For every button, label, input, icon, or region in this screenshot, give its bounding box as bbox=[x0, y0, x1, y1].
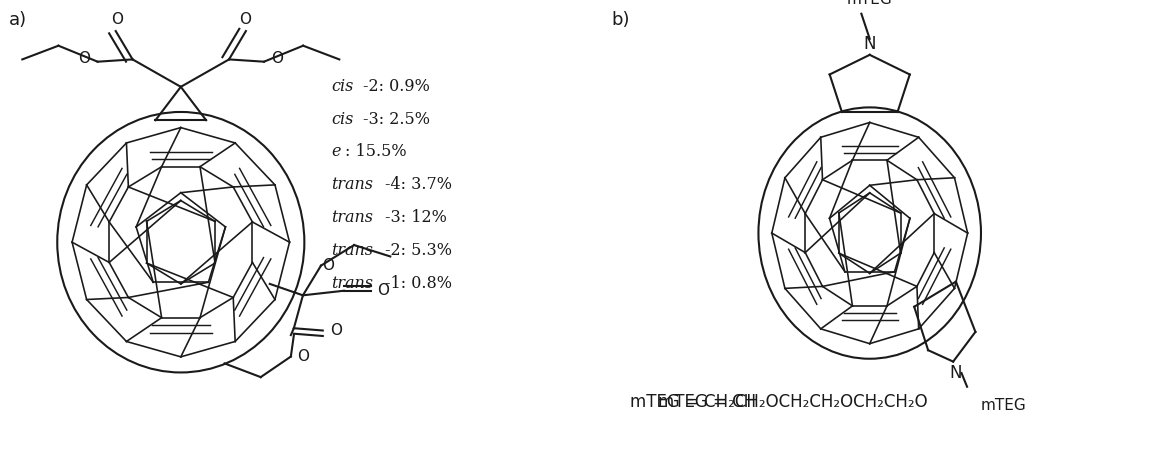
Text: mTEG = CH₂CH₂OCH₂CH₂OCH₂CH₂O: mTEG = CH₂CH₂OCH₂CH₂OCH₂CH₂O bbox=[630, 393, 928, 411]
Text: N: N bbox=[863, 35, 876, 53]
Text: O: O bbox=[322, 258, 334, 273]
Text: -1: 0.8%: -1: 0.8% bbox=[385, 275, 452, 292]
Text: O: O bbox=[297, 349, 309, 364]
Text: -2: 0.9%: -2: 0.9% bbox=[363, 78, 430, 95]
Text: -4: 3.7%: -4: 3.7% bbox=[385, 176, 452, 193]
Text: O: O bbox=[111, 12, 123, 27]
Text: cis: cis bbox=[331, 78, 353, 95]
Text: : 15.5%: : 15.5% bbox=[344, 143, 407, 160]
Text: trans: trans bbox=[331, 176, 373, 193]
Text: trans: trans bbox=[331, 209, 373, 226]
Text: trans: trans bbox=[331, 242, 373, 259]
Text: -3: 12%: -3: 12% bbox=[385, 209, 446, 226]
Text: mTEG: mTEG bbox=[847, 0, 892, 7]
Text: O: O bbox=[79, 51, 90, 65]
Text: O: O bbox=[377, 283, 389, 298]
Text: cis: cis bbox=[331, 111, 353, 128]
Text: -3: 2.5%: -3: 2.5% bbox=[363, 111, 430, 128]
Text: O: O bbox=[330, 323, 342, 338]
Text: O: O bbox=[271, 51, 283, 65]
Text: mTEG = CH: mTEG = CH bbox=[658, 393, 757, 411]
Text: trans: trans bbox=[331, 275, 373, 292]
Text: b): b) bbox=[611, 11, 629, 29]
Text: -2: 5.3%: -2: 5.3% bbox=[385, 242, 452, 259]
Text: N: N bbox=[949, 364, 962, 382]
Text: O: O bbox=[239, 12, 250, 27]
Text: e: e bbox=[331, 143, 341, 160]
Text: a): a) bbox=[9, 11, 27, 29]
Text: mTEG: mTEG bbox=[981, 398, 1027, 413]
